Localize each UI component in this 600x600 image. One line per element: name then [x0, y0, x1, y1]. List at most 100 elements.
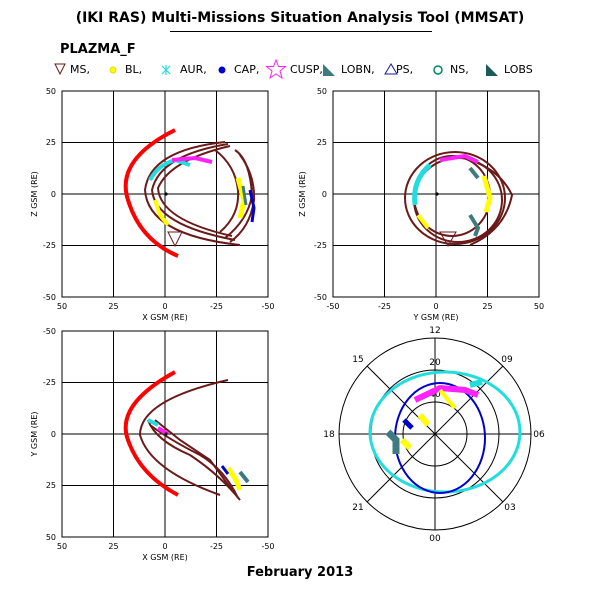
xz-ytick-1: 25	[46, 138, 56, 147]
xy-orbit-curves	[138, 379, 241, 501]
footer-date: February 2013	[246, 565, 354, 580]
ms-triangle-icon	[54, 63, 66, 76]
window-title: (IKI RAS) Multi-Missions Situation Analy…	[75, 10, 525, 26]
yz-lobn-markers	[468, 166, 480, 180]
yz-bl-markers	[481, 175, 493, 213]
xz-orbit-curves	[143, 141, 256, 246]
xy-xtick-2: 0	[162, 542, 167, 551]
yz-xtick-0: -50	[326, 302, 339, 311]
polar-label-00: 00	[429, 534, 441, 544]
xy-xlabel: X GSM (RE)	[142, 553, 188, 562]
bl-dot-icon	[109, 66, 117, 74]
yz-aur-markers	[412, 163, 432, 206]
xz-xtick-4: -50	[261, 302, 274, 311]
yz-ytick-4: -50	[314, 293, 327, 302]
xy-xtick-4: -50	[261, 542, 274, 551]
xz-earth-marker	[164, 192, 168, 196]
xy-earth-marker	[164, 432, 168, 436]
xz-xlabel: X GSM (RE)	[142, 313, 188, 322]
yz-xtick-4: 50	[534, 302, 544, 311]
cap-dot-icon	[218, 66, 226, 74]
yz-bl-markers-2	[416, 213, 430, 230]
xy-xtick-0: 50	[57, 542, 67, 551]
panel-yz: -50 -25 0 25 50 50 25 0 -25 -50 Y GSM (R…	[298, 87, 544, 322]
yz-data	[404, 151, 514, 248]
polar-ring-40: 40	[429, 390, 441, 400]
polar-label-18: 18	[323, 430, 335, 440]
polar-cap-markers	[402, 418, 414, 430]
yz-ms-marker	[439, 231, 457, 248]
aur-asterisk-icon	[161, 65, 171, 75]
panel-polar: 12 09 06 03 00 21 18 15 20 40	[323, 326, 545, 544]
lobs-triangle-icon	[486, 64, 498, 76]
polar-label-06: 06	[533, 430, 545, 440]
polar-label-21: 21	[352, 503, 363, 513]
polar-label-03: 03	[504, 503, 515, 513]
xy-ytick-2: 0	[51, 430, 56, 439]
legend-label-ms: MS,	[70, 63, 90, 76]
xz-bl-markers-2	[153, 199, 170, 227]
xy-xtick-1: 25	[108, 542, 118, 551]
polar-label-09: 09	[501, 355, 513, 365]
yz-cusp-markers	[439, 153, 479, 164]
ns-circle-icon	[433, 65, 443, 75]
yz-xlabel: Y GSM (RE)	[412, 313, 458, 322]
legend-label-cusp: CUSP,	[290, 63, 323, 76]
polar-label-12: 12	[429, 326, 440, 336]
yz-lobs-markers	[468, 213, 481, 237]
legend-mission-label: PLAZMA_F	[60, 42, 136, 57]
xy-lobs-markers	[238, 470, 250, 484]
yz-ytick-3: -25	[314, 241, 327, 250]
xz-xtick-3: -25	[210, 302, 223, 311]
xz-cusp-markers	[171, 155, 213, 164]
polar-bl-markers	[417, 413, 431, 427]
xz-ylabel: Z GSM (RE)	[30, 171, 39, 217]
polar-bl-markers-2	[399, 437, 413, 451]
xy-ytick-0: -50	[43, 327, 56, 336]
yz-xtick-2: 0	[433, 302, 438, 311]
xy-ytick-4: 50	[46, 533, 56, 542]
legend-label-ns: NS,	[450, 63, 469, 76]
legend-label-lobn: LOBN,	[341, 63, 375, 76]
legend-label-ps: PS,	[396, 63, 413, 76]
legend-label-lobs: LOBS	[504, 63, 533, 76]
xy-xtick-3: -25	[210, 542, 223, 551]
yz-xtick-1: -25	[378, 302, 391, 311]
yz-ytick-1: 25	[317, 138, 327, 147]
polar-aur-markers	[469, 379, 483, 388]
xz-ytick-2: 0	[51, 190, 56, 199]
xz-ytick-3: -25	[43, 241, 56, 250]
polar-lobs-markers	[385, 429, 400, 454]
legend: PLAZMA_F MS, BL, AUR, CAP, CUSP, LOBN,	[54, 42, 533, 80]
xy-ylabel: Y GSM (RE)	[30, 411, 39, 457]
yz-ylabel: Z GSM (RE)	[298, 171, 307, 217]
xz-ytick-4: -50	[43, 293, 56, 302]
xy-ytick-3: 25	[46, 481, 56, 490]
ps-triangle-icon	[384, 63, 398, 75]
panel-xy: 50 25 0 -25 -50 -50 -25 0 25 50 X GSM (R…	[30, 327, 275, 562]
polar-bl-markers-3	[438, 388, 457, 410]
cusp-star-icon	[265, 58, 287, 80]
panel-xz: 50 25 0 -25 -50 50 25 0 -25 -50 X GSM (R…	[30, 87, 275, 322]
xy-bl-markers	[225, 466, 243, 491]
xz-aur-markers	[148, 157, 191, 181]
polar-data	[368, 370, 522, 494]
xz-ms-marker	[167, 231, 183, 248]
xy-data	[123, 370, 250, 501]
legend-label-bl: BL,	[125, 63, 142, 76]
yz-xtick-3: 25	[482, 302, 492, 311]
xz-xtick-1: 25	[108, 302, 118, 311]
xz-ytick-0: 50	[46, 87, 56, 96]
polar-label-15: 15	[352, 355, 363, 365]
xy-cap-markers	[220, 465, 230, 475]
legend-label-cap: CAP,	[234, 63, 259, 76]
polar-ring-20: 20	[429, 358, 441, 368]
yz-ytick-2: 0	[322, 190, 327, 199]
legend-label-aur: AUR,	[180, 63, 207, 76]
xz-data	[123, 128, 256, 258]
xy-ytick-1: -25	[43, 378, 56, 387]
xy-aur-markers	[147, 418, 159, 427]
polar-cusp-markers	[413, 384, 480, 403]
